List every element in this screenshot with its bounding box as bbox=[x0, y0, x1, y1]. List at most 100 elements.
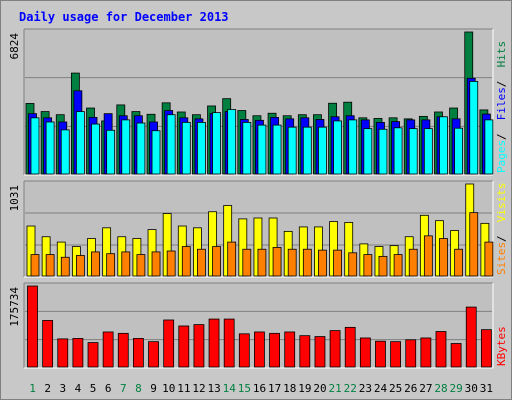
sites-bar bbox=[106, 253, 116, 277]
sites-bar bbox=[45, 254, 55, 277]
x-tick-label: 10 bbox=[162, 382, 175, 395]
pages-bar bbox=[439, 116, 448, 175]
sites-bar bbox=[227, 241, 237, 277]
kbytes-bar bbox=[269, 332, 280, 368]
pages-bar bbox=[469, 81, 479, 175]
pages-bar bbox=[272, 124, 282, 175]
kbytes-bar bbox=[450, 343, 462, 368]
x-tick-label: 9 bbox=[150, 382, 157, 395]
x-tick-label: 15 bbox=[238, 382, 251, 395]
sites-bar bbox=[423, 235, 433, 277]
sites-bar bbox=[91, 251, 100, 277]
kbytes-bar bbox=[359, 337, 371, 368]
pages-bar bbox=[106, 129, 116, 175]
x-tick-label: 29 bbox=[450, 382, 463, 395]
pages-bar bbox=[333, 120, 342, 175]
x-tick-label: 22 bbox=[344, 382, 357, 395]
kbytes-bar bbox=[42, 320, 54, 368]
pages-bar bbox=[423, 128, 433, 175]
kbytes-bar bbox=[102, 331, 114, 368]
sites-bar bbox=[60, 256, 70, 277]
pages-bar bbox=[91, 123, 100, 175]
kbytes-bar bbox=[208, 318, 220, 368]
pages-bar bbox=[121, 119, 131, 175]
kbytes-bar bbox=[87, 342, 99, 368]
x-tick-label: 1 bbox=[29, 382, 36, 395]
x-tick-label: 16 bbox=[253, 382, 266, 395]
legend-hits: Hits bbox=[495, 41, 508, 68]
x-tick-label: 30 bbox=[465, 382, 478, 395]
legend-kbytes: KBytes bbox=[495, 326, 508, 366]
sites-bar bbox=[75, 255, 85, 277]
sites-bar bbox=[166, 250, 176, 277]
pages-bar bbox=[393, 127, 403, 175]
kbytes-bar bbox=[375, 340, 386, 368]
x-tick-label: 19 bbox=[298, 382, 311, 395]
sites-bar bbox=[197, 248, 206, 277]
kbytes-bar bbox=[299, 335, 311, 368]
legend-pages: Pages bbox=[495, 140, 508, 173]
sites-bar bbox=[333, 249, 342, 277]
kbytes-bar bbox=[193, 324, 205, 368]
pages-bar bbox=[227, 109, 237, 175]
y-max-label-1: 1031 bbox=[8, 185, 21, 212]
kbytes-bar bbox=[420, 337, 432, 368]
kbytes-bar bbox=[117, 332, 129, 368]
pages-bar bbox=[212, 112, 221, 175]
kbytes-bar bbox=[133, 338, 144, 368]
x-tick-label: 17 bbox=[268, 382, 281, 395]
pages-bar bbox=[45, 121, 55, 175]
sites-bar bbox=[318, 249, 327, 277]
y-max-label-2: 175734 bbox=[8, 287, 21, 327]
pages-bar bbox=[151, 130, 161, 175]
kbytes-bar bbox=[329, 330, 341, 368]
sites-bar bbox=[212, 246, 221, 277]
kbytes-bar bbox=[238, 333, 250, 368]
pages-bar bbox=[197, 121, 206, 175]
x-tick-label: 25 bbox=[389, 382, 402, 395]
sites-bar bbox=[287, 248, 297, 277]
sites-bar bbox=[378, 255, 388, 277]
pages-bar bbox=[378, 128, 388, 175]
pages-bar bbox=[363, 128, 373, 175]
kbytes-bar bbox=[390, 341, 401, 368]
sites-bar bbox=[469, 212, 479, 277]
x-tick-label: 28 bbox=[434, 382, 447, 395]
pages-bar bbox=[242, 121, 252, 175]
x-tick-label: 2 bbox=[44, 382, 51, 395]
x-tick-label: 21 bbox=[329, 382, 342, 395]
kbytes-bar bbox=[405, 339, 417, 368]
kbytes-bar bbox=[178, 325, 190, 368]
pages-bar bbox=[408, 128, 418, 175]
sites-bar bbox=[348, 252, 358, 277]
kbytes-bar bbox=[284, 331, 296, 368]
kbytes-bar bbox=[27, 285, 38, 368]
x-tick-label: 4 bbox=[75, 382, 82, 395]
sites-bar bbox=[439, 238, 448, 277]
legend-separator-0-0: / bbox=[495, 133, 508, 140]
x-tick-label: 3 bbox=[60, 382, 67, 395]
kbytes-bar bbox=[254, 331, 265, 368]
x-tick-label: 14 bbox=[223, 382, 237, 395]
pages-bar bbox=[454, 127, 464, 175]
pages-bar bbox=[75, 111, 85, 175]
legend-visits: Visits bbox=[495, 182, 508, 222]
x-tick-label: 7 bbox=[120, 382, 127, 395]
x-tick-label: 6 bbox=[105, 382, 112, 395]
x-tick-label: 31 bbox=[480, 382, 493, 395]
y-max-label-0: 6824 bbox=[8, 33, 21, 60]
sites-bar bbox=[408, 248, 418, 277]
pages-bar bbox=[302, 126, 312, 175]
x-tick-label: 23 bbox=[359, 382, 372, 395]
kbytes-bar bbox=[344, 326, 356, 368]
kbytes-bar bbox=[314, 336, 326, 368]
x-tick-label: 26 bbox=[404, 382, 417, 395]
pages-bar bbox=[257, 124, 267, 175]
x-tick-label: 8 bbox=[135, 382, 142, 395]
sites-bar bbox=[272, 247, 282, 277]
x-tick-label: 5 bbox=[90, 382, 97, 395]
kbytes-bar bbox=[435, 331, 447, 368]
x-tick-label: 13 bbox=[207, 382, 220, 395]
